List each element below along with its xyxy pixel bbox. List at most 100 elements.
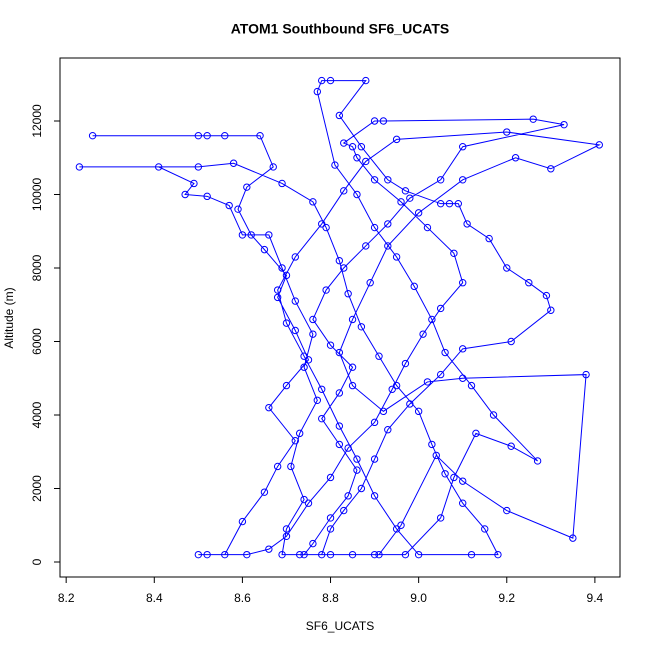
y-axis-label: Altitude (m) (2, 287, 16, 348)
data-point (278, 550, 286, 559)
data-point (243, 183, 251, 191)
data-point (348, 363, 357, 371)
data-point (300, 495, 308, 504)
data-point (229, 159, 238, 167)
data-point (326, 514, 335, 522)
data-point (419, 330, 427, 338)
data-point (247, 231, 255, 239)
data-point (243, 550, 251, 559)
data-point (300, 550, 308, 559)
data-point (154, 163, 163, 171)
data-point (384, 242, 392, 250)
data-point (467, 381, 476, 390)
data-point (282, 319, 291, 327)
x-tick-label: 8.2 (58, 591, 75, 605)
data-point (273, 462, 282, 471)
data-point (348, 143, 357, 151)
data-point (503, 128, 511, 136)
data-point (357, 143, 366, 151)
data-point (322, 223, 330, 232)
data-point (75, 163, 84, 171)
data-point (348, 550, 357, 559)
y-tick-label: 10000 (30, 177, 44, 211)
data-point (441, 348, 449, 357)
data-point (463, 220, 471, 228)
data-point (410, 282, 418, 291)
data-point (304, 499, 313, 507)
data-point (379, 117, 388, 125)
data-point (260, 488, 269, 496)
data-point (295, 550, 304, 559)
data-point (194, 163, 203, 171)
data-point (282, 271, 291, 280)
data-point (436, 304, 445, 313)
data-point (326, 525, 335, 533)
data-point (291, 326, 299, 335)
data-point (414, 209, 423, 217)
data-point (388, 385, 396, 393)
data-point (313, 396, 322, 405)
data-point (273, 286, 282, 294)
data-point (318, 550, 326, 559)
y-tick-label: 4000 (30, 401, 44, 428)
data-point (273, 293, 282, 302)
data-point (459, 374, 467, 382)
data-point (459, 477, 467, 485)
data-point (234, 205, 242, 213)
data-point (445, 199, 454, 208)
data-point (318, 385, 326, 393)
data-point (203, 192, 211, 201)
data-point (335, 256, 344, 265)
data-point (309, 539, 317, 548)
data-point (507, 337, 515, 346)
data-point (595, 141, 603, 149)
data-point (295, 429, 304, 438)
data-point (379, 407, 388, 416)
data-point (423, 378, 432, 386)
data-point (392, 381, 401, 390)
data-point (238, 231, 247, 239)
data-point (582, 370, 590, 379)
data-point (348, 381, 357, 390)
data-point (370, 550, 379, 559)
data-point (221, 550, 229, 559)
data-point (436, 514, 445, 522)
data-point (392, 253, 401, 261)
data-point (291, 437, 299, 445)
data-point (459, 345, 467, 353)
data-point (282, 532, 291, 540)
data-point (414, 407, 423, 416)
data-point (238, 517, 247, 526)
data-point (494, 550, 502, 559)
data-point (459, 278, 467, 287)
data-point (370, 117, 379, 125)
data-point (269, 163, 277, 171)
data-point (203, 131, 211, 140)
data-point (291, 297, 299, 305)
data-point (401, 359, 410, 368)
data-point (375, 352, 383, 360)
data-point (547, 165, 555, 173)
x-tick-label: 8.4 (146, 591, 163, 605)
data-point (265, 545, 273, 553)
data-point (467, 550, 476, 559)
data-line (79, 80, 601, 556)
data-point (265, 403, 273, 412)
data-point (401, 187, 410, 195)
data-point (348, 315, 357, 324)
data-point (370, 418, 379, 427)
data-point (340, 506, 348, 515)
data-point (326, 473, 335, 482)
data-point (309, 330, 317, 338)
data-point (344, 444, 352, 452)
data-point (335, 111, 344, 120)
data-point (221, 131, 229, 140)
data-point (370, 176, 379, 184)
data-point (436, 199, 445, 208)
data-point (88, 131, 97, 140)
data-point (265, 231, 273, 239)
data-point (384, 426, 392, 434)
data-point (357, 323, 366, 331)
data-point (190, 179, 198, 188)
